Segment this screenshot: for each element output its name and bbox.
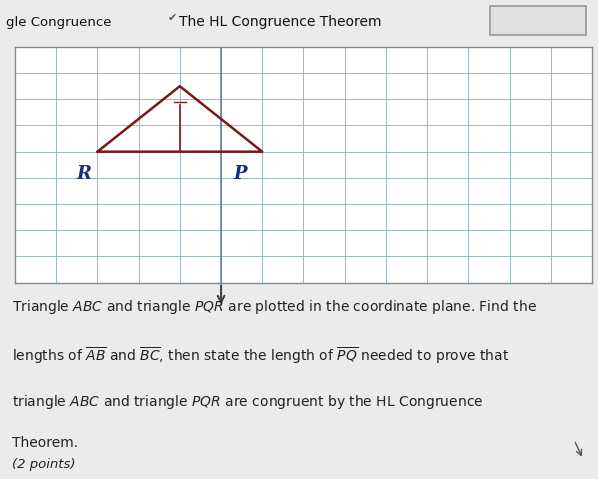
Bar (490, 6, 586, 34)
Text: Triangle $\mathit{ABC}$ and triangle $\mathit{PQR}$ are plotted in the coordinat: Triangle $\mathit{ABC}$ and triangle $\m… (12, 298, 537, 316)
Text: (2 points): (2 points) (12, 458, 75, 471)
Text: lengths of $\overline{AB}$ and $\overline{BC}$, then state the length of $\overl: lengths of $\overline{AB}$ and $\overlin… (12, 345, 509, 366)
Text: Theorem.: Theorem. (12, 436, 78, 450)
Text: triangle $\mathit{ABC}$ and triangle $\mathit{PQR}$ are congruent by the HL Cong: triangle $\mathit{ABC}$ and triangle $\m… (12, 393, 484, 411)
Text: R: R (77, 165, 91, 183)
Text: The HL Congruence Theorem: The HL Congruence Theorem (179, 15, 382, 29)
Text: gle Congruence: gle Congruence (6, 16, 111, 29)
Text: P: P (233, 165, 247, 183)
Text: ✔: ✔ (167, 13, 177, 23)
